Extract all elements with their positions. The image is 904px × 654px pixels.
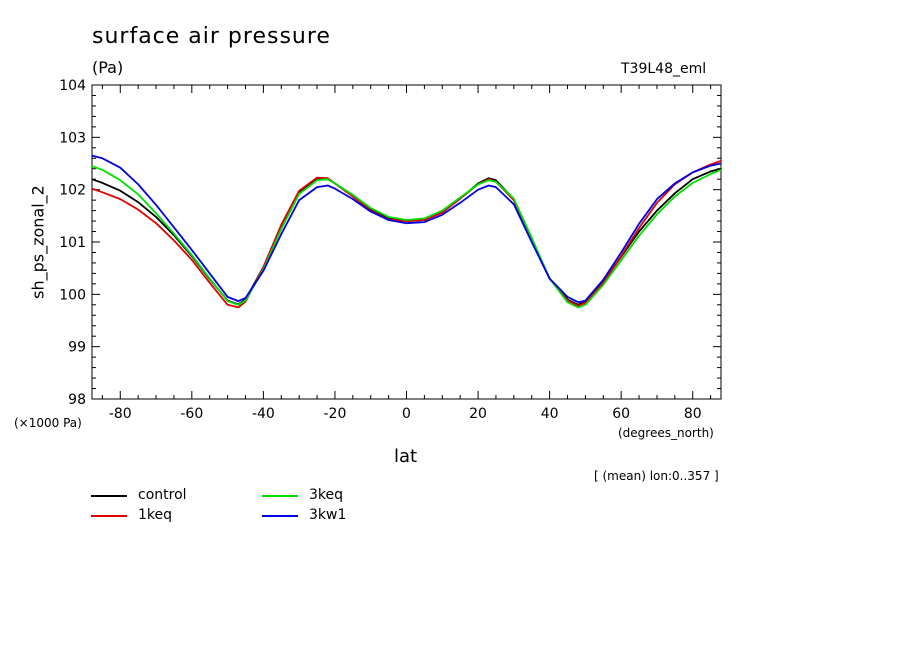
- averaging-note: [ (mean) lon:0..357 ]: [594, 469, 719, 483]
- legend-swatch-3kw1: [262, 515, 298, 517]
- x-tick-label: 20: [469, 406, 487, 422]
- legend-label-3kw1: 3kw1: [309, 507, 347, 523]
- x-tick-label: 40: [541, 406, 559, 422]
- x-axis-label: lat: [394, 446, 418, 467]
- experiment-label: T39L48_eml: [621, 61, 707, 77]
- y-tick-label: 102: [59, 183, 86, 199]
- x-tick-label: -20: [324, 406, 347, 422]
- y-tick-label: 100: [59, 287, 86, 303]
- x-tick-label: 0: [402, 406, 411, 422]
- y-axis-units: (×1000 Pa): [14, 416, 82, 430]
- legend-swatch-control: [91, 495, 127, 497]
- legend-swatch-3keq: [262, 495, 298, 497]
- series-line-3kw1: [91, 154, 722, 304]
- x-tick-label: 80: [684, 406, 702, 422]
- x-axis-units: (degrees_north): [618, 426, 714, 440]
- y-tick-label: 101: [59, 235, 86, 251]
- chart-units: (Pa): [92, 58, 124, 77]
- y-tick-label: 99: [68, 340, 86, 356]
- series-line-3keq: [91, 165, 722, 309]
- y-tick-label: 98: [68, 392, 86, 408]
- legend-swatch-1keq: [91, 515, 127, 517]
- x-tick-label: 60: [612, 406, 630, 422]
- chart-title: surface air pressure: [92, 24, 331, 49]
- x-tick-label: -80: [109, 406, 132, 422]
- x-tick-label: -60: [180, 406, 203, 422]
- series-line-1keq: [91, 160, 722, 309]
- series-line-control: [91, 167, 722, 306]
- legend-label-3keq: 3keq: [309, 487, 344, 503]
- x-tick-label: -40: [252, 406, 275, 422]
- y-tick-label: 104: [59, 78, 86, 94]
- y-tick-label: 103: [59, 130, 86, 146]
- legend-label-control: control: [138, 487, 187, 503]
- legend-label-1keq: 1keq: [138, 507, 173, 523]
